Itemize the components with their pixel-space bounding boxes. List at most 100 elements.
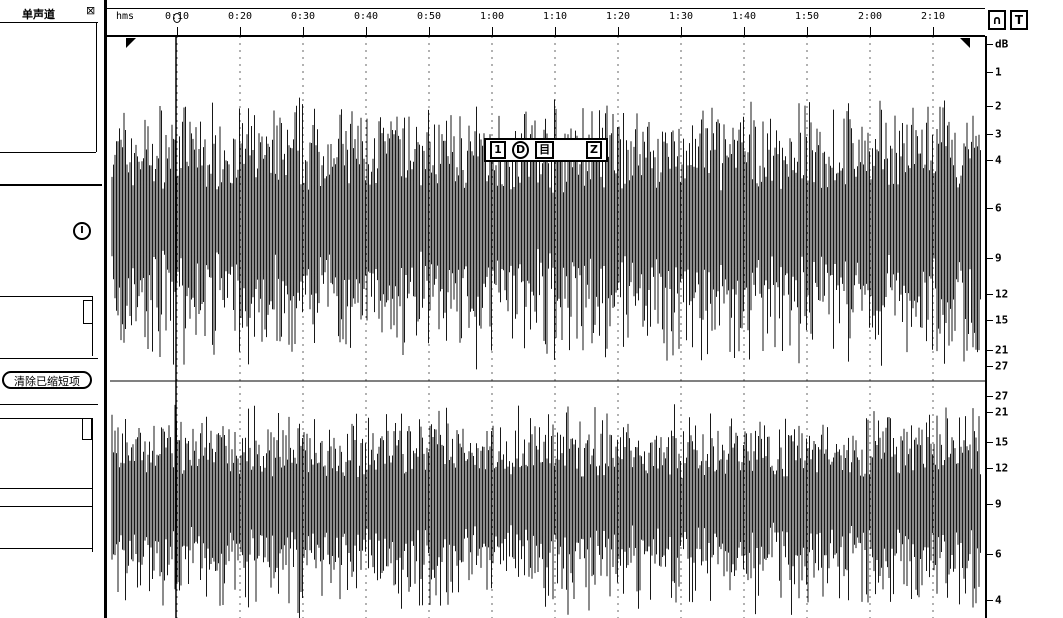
db-tick <box>987 350 993 351</box>
db-tick <box>987 504 993 505</box>
divider <box>0 22 98 23</box>
db-tick-label: 6 <box>995 201 1002 215</box>
db-tick-label: 4 <box>995 593 1002 607</box>
ruler-tick <box>429 27 430 35</box>
panel-title-bar: 单声道 ⊠ <box>0 2 98 22</box>
selection-start-marker[interactable] <box>126 38 136 48</box>
db-tick <box>987 294 993 295</box>
db-tick <box>987 554 993 555</box>
ruler-tick-label: 2:10 <box>920 11 946 22</box>
waveform-channel-right <box>111 404 981 618</box>
waveform-channel-left <box>111 97 981 370</box>
db-tick-label: 12 <box>995 461 1009 475</box>
divider <box>0 358 98 359</box>
playhead-marker[interactable] <box>173 13 181 23</box>
ruler-tick-label: 1:10 <box>542 11 568 22</box>
db-tick-label: 6 <box>995 547 1002 561</box>
ruler-tick-label: 1:40 <box>731 11 757 22</box>
db-tick <box>987 600 993 601</box>
gain-dial[interactable]: D <box>512 141 530 159</box>
divider <box>0 296 92 297</box>
db-tick-label: 2 <box>995 99 1002 113</box>
ruler-tick <box>744 27 745 35</box>
clear-shortened-button[interactable]: 清除已缩短项 <box>2 371 92 389</box>
divider <box>92 296 93 356</box>
divider <box>0 404 98 405</box>
panel-close-icon[interactable]: ⊠ <box>86 4 96 17</box>
db-tick-label: dB <box>995 37 1009 51</box>
divider <box>0 548 92 549</box>
ruler-tick-label: 1:00 <box>479 11 505 22</box>
db-tick <box>987 320 993 321</box>
db-tick <box>987 442 993 443</box>
db-tick-label: 27 <box>995 359 1009 373</box>
scrollbar-thumb[interactable] <box>82 418 92 440</box>
ruler-tick <box>303 27 304 35</box>
selection-end-marker[interactable] <box>960 38 970 48</box>
ruler-tick <box>807 27 808 35</box>
ruler-tick <box>366 27 367 35</box>
timeline-ruler[interactable]: hms 0:10 0:20 0:30 0:40 0:50 1:00 1:10 1:20 1:30… <box>107 8 985 37</box>
ruler-tick <box>618 27 619 35</box>
db-tick <box>987 106 993 107</box>
heads-up-display: 1 D 目 Z <box>484 138 608 162</box>
divider <box>0 184 102 186</box>
divider <box>92 418 93 552</box>
hud-mid-button[interactable]: 目 <box>535 141 555 159</box>
divider <box>0 418 92 419</box>
ruler-tick <box>555 27 556 35</box>
ruler-tick-label: 0:50 <box>416 11 442 22</box>
db-tick-label: 4 <box>995 153 1002 167</box>
headphone-icon[interactable]: ∩ <box>988 10 1006 30</box>
db-tick-label: 21 <box>995 343 1009 357</box>
db-tick-label: 15 <box>995 313 1009 327</box>
db-tick-label: 12 <box>995 287 1009 301</box>
db-tick <box>987 396 993 397</box>
divider <box>0 488 92 489</box>
ruler-tick <box>870 27 871 35</box>
db-tick-label: 9 <box>995 251 1002 265</box>
ruler-tick-label: 0:10 <box>164 11 190 22</box>
db-tick-label: 27 <box>995 389 1009 403</box>
db-tick <box>987 366 993 367</box>
db-tick <box>987 258 993 259</box>
panel-title: 单声道 <box>22 8 55 21</box>
db-tick-label: 1 <box>995 65 1002 79</box>
db-tick-label: 15 <box>995 435 1009 449</box>
db-tick-label: 21 <box>995 405 1009 419</box>
db-tick <box>987 44 993 45</box>
db-tick <box>987 72 993 73</box>
top-icons: ∩ T <box>988 10 1028 32</box>
ruler-tick-label: 2:00 <box>857 11 883 22</box>
divider <box>0 152 96 153</box>
db-tick <box>987 208 993 209</box>
hud-right-button[interactable]: Z <box>586 141 602 159</box>
ruler-unit-label: hms <box>115 11 135 22</box>
db-tick <box>987 412 993 413</box>
ruler-tick-label: 0:40 <box>353 11 379 22</box>
ruler-tick-label: 0:30 <box>290 11 316 22</box>
db-tick-label: 9 <box>995 497 1002 511</box>
ruler-tick-label: 0:20 <box>227 11 253 22</box>
db-tick <box>987 468 993 469</box>
db-scale: dB 1 2 3 4 6 9 12 15 21 27 27 21 15 12 9 6 4 <box>985 36 1063 618</box>
waveform-area[interactable] <box>110 36 985 618</box>
pin-icon[interactable]: T <box>1010 10 1028 30</box>
hud-left-button[interactable]: 1 <box>490 141 506 159</box>
ruler-tick <box>177 27 178 35</box>
ruler-tick-label: 1:30 <box>668 11 694 22</box>
power-icon[interactable]: I <box>73 222 91 240</box>
ruler-tick <box>681 27 682 35</box>
db-tick <box>987 160 993 161</box>
divider <box>0 506 92 507</box>
db-tick <box>987 134 993 135</box>
ruler-tick <box>240 27 241 35</box>
left-panel: 单声道 ⊠ I 清除已缩短项 <box>0 0 107 618</box>
ruler-tick-label: 1:50 <box>794 11 820 22</box>
ruler-tick <box>933 27 934 35</box>
divider <box>96 22 97 152</box>
waveform-svg <box>110 36 985 618</box>
ruler-tick <box>492 27 493 35</box>
ruler-tick-label: 1:20 <box>605 11 631 22</box>
db-tick-label: 3 <box>995 127 1002 141</box>
